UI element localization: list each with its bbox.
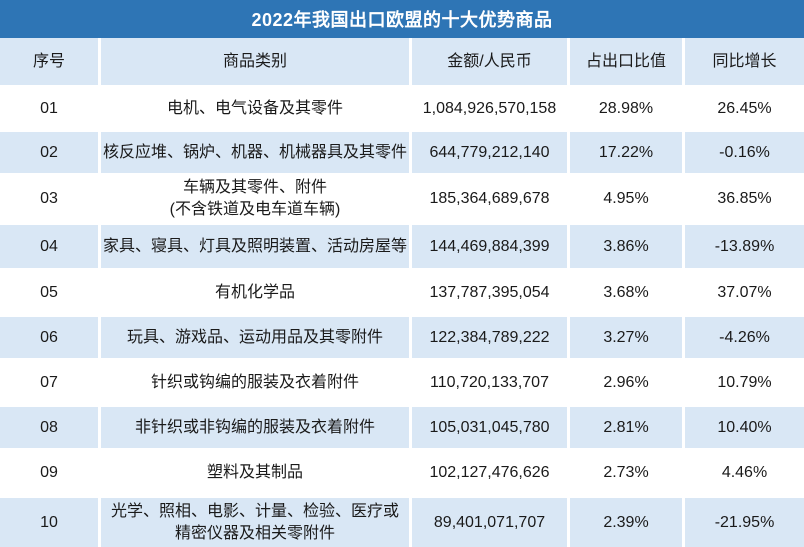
rank-cell: 07: [0, 358, 101, 407]
table-row: 08 非针织或非钩编的服装及衣着附件 105,031,045,780 2.81%…: [0, 407, 804, 448]
header-share: 占出口比值: [570, 38, 685, 85]
rank-cell: 01: [0, 85, 101, 132]
table-row: 10 光学、照相、电影、计量、检验、医疗或 精密仪器及相关零附件 89,401,…: [0, 498, 804, 547]
header-yoy: 同比增长: [712, 52, 777, 70]
yoy-cell: 26.45%: [717, 99, 772, 117]
table-row: 07 针织或钩编的服装及衣着附件 110,720,133,707 2.96% 1…: [0, 358, 804, 407]
table-row: 03 车辆及其零件、附件 (不含铁道及电车道车辆) 185,364,689,67…: [0, 173, 804, 225]
amount-cell: 1,084,926,570,158: [412, 85, 570, 132]
yoy-cell: -4.26%: [719, 328, 770, 346]
category-cell: 家具、寝具、灯具及照明装置、活动房屋等: [101, 225, 412, 268]
amount-cell: 89,401,071,707: [412, 498, 570, 547]
yoy-cell: 10.40%: [717, 418, 772, 436]
yoy-cell: -21.95%: [714, 513, 775, 531]
yoy-cell: -13.89%: [714, 237, 775, 255]
share-cell: 17.22%: [570, 132, 685, 173]
table-row: 02 核反应堆、锅炉、机器、机械器具及其零件 644,779,212,140 1…: [0, 132, 804, 173]
category-cell: 塑料及其制品: [101, 448, 412, 498]
table-row: 04 家具、寝具、灯具及照明装置、活动房屋等 144,469,884,399 3…: [0, 225, 804, 268]
category-cell: 针织或钩编的服装及衣着附件: [101, 358, 412, 407]
yoy-cell: 36.85%: [717, 190, 772, 207]
amount-cell: 185,364,689,678: [412, 173, 570, 225]
table-row: 06 玩具、游戏品、运动用品及其零附件 122,384,789,222 3.27…: [0, 317, 804, 358]
amount-cell: 105,031,045,780: [412, 407, 570, 448]
share-cell: 28.98%: [570, 85, 685, 132]
amount-cell: 144,469,884,399: [412, 225, 570, 268]
header-rank: 序号: [0, 38, 101, 85]
yoy-cell: 4.46%: [721, 464, 768, 481]
category-cell: 光学、照相、电影、计量、检验、医疗或 精密仪器及相关零附件: [101, 498, 412, 547]
share-cell: 4.95%: [570, 173, 685, 225]
header-amount: 金额/人民币: [412, 38, 570, 85]
category-cell: 非针织或非钩编的服装及衣着附件: [101, 407, 412, 448]
rank-cell: 03: [0, 173, 101, 225]
rank-cell: 10: [0, 498, 101, 547]
table-row: 09 塑料及其制品 102,127,476,626 2.73% 4.46%: [0, 448, 804, 498]
table-body: 01 电机、电气设备及其零件 1,084,926,570,158 28.98% …: [0, 85, 804, 547]
yoy-cell: 10.79%: [717, 373, 772, 391]
amount-cell: 122,384,789,222: [412, 317, 570, 358]
share-cell: 2.96%: [570, 358, 685, 407]
table-header-row: 序号 商品类别 金额/人民币 占出口比值 同比增长: [0, 38, 804, 85]
yoy-cell: 37.07%: [717, 283, 772, 301]
category-cell: 车辆及其零件、附件 (不含铁道及电车道车辆): [101, 173, 412, 225]
share-cell: 2.39%: [570, 498, 685, 547]
category-cell: 电机、电气设备及其零件: [101, 85, 412, 132]
share-cell: 2.81%: [570, 407, 685, 448]
table-row: 01 电机、电气设备及其零件 1,084,926,570,158 28.98% …: [0, 85, 804, 132]
rank-cell: 05: [0, 268, 101, 317]
category-cell: 有机化学品: [101, 268, 412, 317]
table-title: 2022年我国出口欧盟的十大优势商品: [0, 0, 804, 38]
amount-cell: 110,720,133,707: [412, 358, 570, 407]
amount-cell: 102,127,476,626: [412, 448, 570, 498]
yoy-cell: -0.16%: [719, 143, 770, 161]
amount-cell: 644,779,212,140: [412, 132, 570, 173]
amount-cell: 137,787,395,054: [412, 268, 570, 317]
rank-cell: 08: [0, 407, 101, 448]
rank-cell: 06: [0, 317, 101, 358]
rank-cell: 09: [0, 448, 101, 498]
table-row: 05 有机化学品 137,787,395,054 3.68% 37.07%: [0, 268, 804, 317]
category-cell: 核反应堆、锅炉、机器、机械器具及其零件: [101, 132, 412, 173]
share-cell: 3.86%: [570, 225, 685, 268]
category-cell: 玩具、游戏品、运动用品及其零附件: [101, 317, 412, 358]
rank-cell: 04: [0, 225, 101, 268]
header-category: 商品类别: [101, 38, 412, 85]
rank-cell: 02: [0, 132, 101, 173]
share-cell: 3.27%: [570, 317, 685, 358]
share-cell: 3.68%: [570, 268, 685, 317]
share-cell: 2.73%: [570, 448, 685, 498]
